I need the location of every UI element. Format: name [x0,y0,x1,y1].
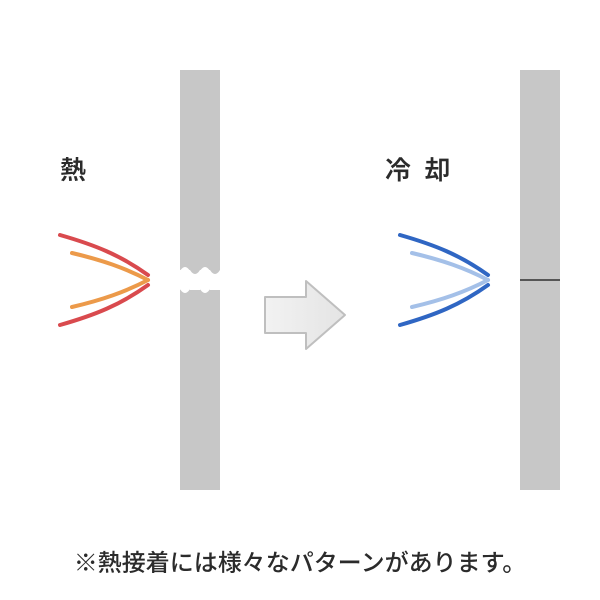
transition-arrow [260,275,350,355]
arrow-shape [265,281,345,349]
heat-bonding-diagram: 熱 [0,0,600,600]
heat-label: 熱 [60,150,90,187]
heat-waves [60,235,148,325]
cooling-panel: 冷 却 [370,70,600,490]
heat-panel: 熱 [30,70,260,490]
heat-bar-bottom [180,290,220,490]
heat-panel-svg [30,70,260,490]
cool-waves [400,235,488,325]
heat-bar-top [180,70,220,270]
diagram-caption: ※熱接着には様々なパターンがあります。 [0,543,600,578]
cooling-label: 冷 却 [385,150,455,187]
cooling-panel-svg [370,70,600,490]
